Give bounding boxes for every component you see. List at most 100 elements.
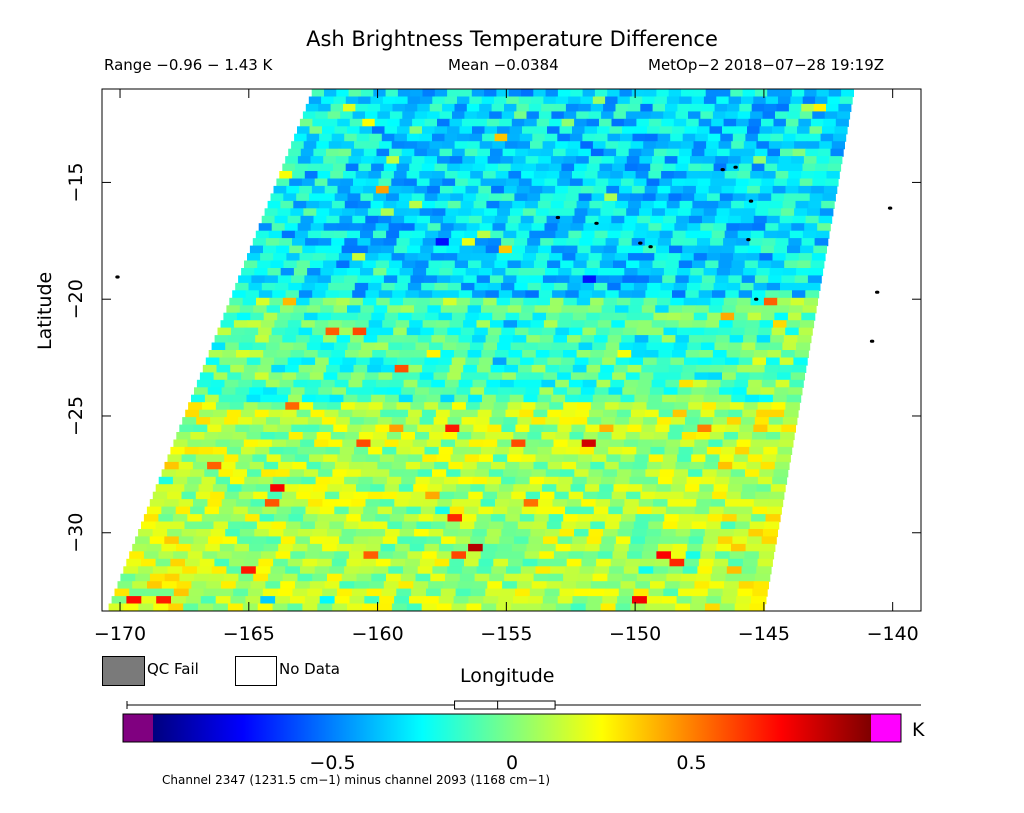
heatmap-cell (616, 245, 631, 254)
heatmap-cell (615, 417, 630, 426)
heatmap-cell (274, 357, 289, 366)
heatmap-cell (452, 185, 467, 194)
heatmap-cell (191, 581, 207, 590)
heatmap-cell (561, 521, 577, 530)
heatmap-cell (327, 573, 343, 582)
heatmap-cell (375, 185, 390, 194)
heatmap-cell (661, 118, 675, 127)
heatmap-cell (396, 588, 412, 597)
heatmap-cell (470, 484, 486, 493)
heatmap-cell (176, 432, 191, 441)
heatmap-cell (609, 439, 625, 448)
heatmap-cell (719, 454, 735, 463)
heatmap-cell (592, 454, 607, 463)
heatmap-cell (300, 521, 316, 530)
heatmap-cell (709, 126, 723, 135)
heatmap-cell (540, 148, 554, 157)
boxplot-box (454, 700, 556, 710)
heatmap-cell (552, 558, 568, 567)
heatmap-cell (531, 417, 546, 426)
heatmap-cell (293, 499, 309, 508)
heatmap-cell (287, 215, 302, 224)
heatmap-cell (769, 491, 785, 500)
heatmap-cell (311, 89, 325, 98)
heatmap-cell (386, 230, 400, 239)
heatmap-cell (684, 357, 699, 366)
heatmap-cell (341, 484, 357, 493)
heatmap-cell (697, 491, 713, 500)
heatmap-cell (740, 215, 755, 224)
heatmap-cell (400, 305, 415, 314)
heatmap-cell (724, 171, 738, 180)
heatmap-cell (384, 484, 400, 493)
heatmap-cell (336, 335, 351, 344)
heatmap-cell (728, 558, 744, 567)
heatmap-cell (607, 282, 622, 291)
heatmap-cell (358, 432, 374, 441)
heatmap-cell (611, 118, 625, 127)
heatmap-cell (682, 364, 697, 373)
heatmap-cell (447, 514, 463, 523)
heatmap-cell (310, 409, 325, 418)
heatmap-cell (210, 529, 226, 538)
heatmap-cell (321, 96, 334, 105)
heatmap-cell (481, 603, 497, 611)
heatmap-cell (712, 171, 726, 180)
heatmap-cell (304, 387, 319, 396)
heatmap-cell (680, 372, 696, 381)
heatmap-cell (232, 290, 247, 299)
heatmap-cell (422, 126, 436, 135)
heatmap-cell (670, 238, 685, 247)
heatmap-cell (432, 208, 446, 217)
heatmap-cell (414, 148, 428, 157)
heatmap-cell (541, 103, 555, 112)
heatmap-cell (280, 581, 296, 590)
heatmap-cell (372, 476, 388, 485)
heatmap-cell (737, 230, 752, 239)
heatmap-cell (781, 141, 795, 150)
heatmap-cell (664, 156, 678, 165)
heatmap-cell (454, 350, 469, 359)
heatmap-cell (748, 118, 762, 127)
heatmap-cell (223, 312, 238, 321)
heatmap-cell (480, 499, 496, 508)
heatmap-cell (841, 89, 854, 98)
heatmap-cell (789, 163, 804, 172)
heatmap-cell (309, 372, 325, 381)
heatmap-cell (760, 461, 776, 470)
heatmap-cell (292, 543, 308, 552)
heatmap-cell (456, 387, 471, 396)
heatmap-cell (640, 103, 654, 112)
heatmap-cell (587, 208, 601, 217)
heatmap-cell (275, 551, 291, 560)
heatmap-cell (167, 529, 183, 538)
heatmap-cell (809, 193, 824, 202)
heatmap-cell (459, 573, 476, 582)
heatmap-cell (164, 573, 181, 582)
heatmap-cell (772, 253, 787, 262)
heatmap-cell (729, 148, 743, 157)
heatmap-cell (594, 133, 608, 142)
heatmap-cell (435, 364, 451, 373)
heatmap-cell (572, 364, 588, 373)
heatmap-cell (574, 118, 588, 127)
heatmap-cell (807, 208, 821, 217)
heatmap-cell (762, 111, 776, 120)
heatmap-cell (525, 290, 540, 299)
heatmap-cell (687, 543, 703, 552)
heatmap-cell (666, 96, 680, 105)
heatmap-cell (421, 409, 437, 418)
heatmap-cell (550, 156, 565, 165)
heatmap-cell (783, 335, 798, 344)
heatmap-cell (329, 394, 345, 403)
heatmap-cell (173, 439, 189, 448)
heatmap-cell (733, 454, 749, 463)
heatmap-cell (389, 297, 404, 306)
heatmap-cell (561, 409, 576, 418)
heatmap-cell (253, 573, 269, 582)
heatmap-cell (642, 193, 657, 202)
heatmap-cell (705, 89, 719, 98)
heatmap-cell (667, 499, 683, 508)
heatmap-cell (716, 268, 731, 277)
heatmap-cell (280, 268, 295, 277)
